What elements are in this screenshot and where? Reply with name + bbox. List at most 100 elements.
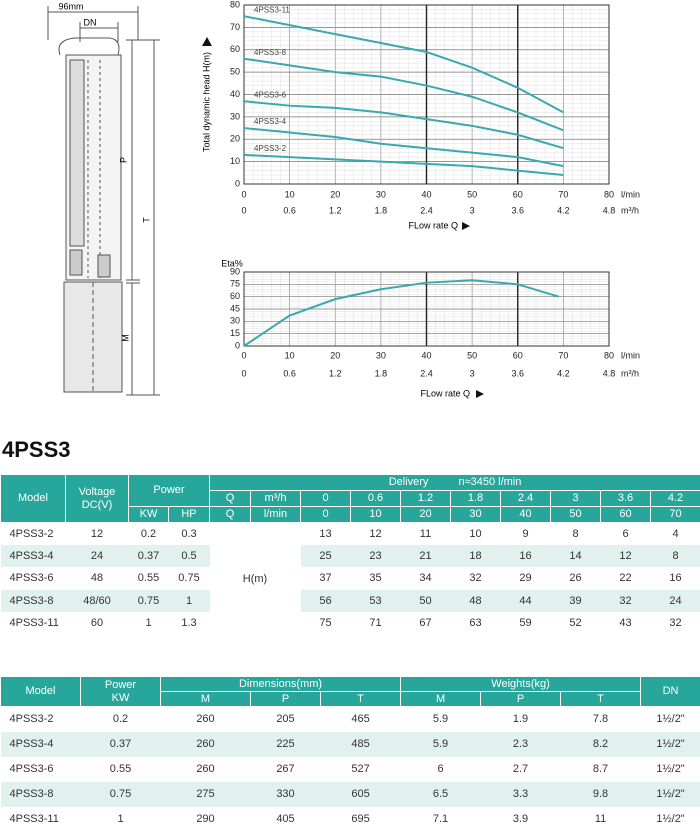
y-tick-label: 40	[230, 89, 240, 99]
x-tick-label: 50	[467, 350, 477, 360]
header-cell: T	[561, 692, 641, 707]
x2-tick-label: 0.6	[283, 205, 296, 215]
header-cell: l/min	[251, 507, 301, 523]
cell: 9.8	[561, 782, 641, 807]
dim-label: M	[120, 334, 130, 342]
cell: 8	[551, 523, 601, 545]
cell: 24	[66, 545, 129, 567]
cell: 48	[66, 567, 129, 589]
series-label: 4PSS3-2	[254, 144, 287, 153]
dim-label: T	[141, 217, 151, 223]
cell: 4PSS3-8	[1, 782, 81, 807]
header-cell: T	[321, 692, 401, 707]
cell: 12	[601, 545, 651, 567]
cell: 16	[501, 545, 551, 567]
header-cell: 3	[551, 491, 601, 507]
cell: 1.9	[481, 707, 561, 732]
cell: 1	[129, 612, 169, 634]
cell: 43	[601, 612, 651, 634]
header-cell: 10	[351, 507, 401, 523]
cell: 32	[601, 590, 651, 612]
x-tick-label: 0	[241, 189, 246, 199]
header-cell: Q	[210, 507, 251, 523]
cell: 4PSS3-2	[1, 707, 81, 732]
x-tick-label: 0	[241, 350, 246, 360]
header-cell: Dimensions(mm)	[161, 677, 401, 692]
cell: 12	[351, 523, 401, 545]
header-cell: 3.6	[601, 491, 651, 507]
y-tick-label: 45	[230, 303, 240, 313]
cell: 53	[351, 590, 401, 612]
cell: 0.75	[169, 567, 210, 589]
header-cell: m³/h	[251, 491, 301, 507]
cell: 225	[251, 732, 321, 757]
y-tick-label: 75	[230, 279, 240, 289]
x2-tick-label: 2.4	[420, 368, 433, 378]
x-tick-label: 30	[376, 350, 386, 360]
header-cell: P	[481, 692, 561, 707]
cell: 2.7	[481, 757, 561, 782]
header-cell: KW	[129, 507, 169, 523]
cell: 3.3	[481, 782, 561, 807]
header-cell: 30	[451, 507, 501, 523]
cell: 44	[501, 590, 551, 612]
header-cell: Voltage DC(V)	[66, 475, 129, 523]
x2-tick-label: 1.8	[375, 205, 388, 215]
header-cell: 0	[301, 507, 351, 523]
x2-tick-label: 2.4	[420, 205, 433, 215]
cell: 14	[551, 545, 601, 567]
cell: 4PSS3-6	[1, 757, 81, 782]
header-cell: 1.2	[401, 491, 451, 507]
cell: 8.7	[561, 757, 641, 782]
cell: 1½/2"	[641, 707, 700, 732]
y-tick-label: 60	[230, 291, 240, 301]
charts: 96mm DN P T M Total dynamic head H(m) FL…	[0, 0, 700, 420]
cell: 37	[301, 567, 351, 589]
x-tick-label: 10	[285, 189, 295, 199]
cell: 485	[321, 732, 401, 757]
cell: 9	[501, 523, 551, 545]
cell: 0.2	[81, 707, 161, 732]
x-axis-label: FLow rate Q	[420, 388, 470, 398]
x2-tick-label: 3.6	[511, 205, 524, 215]
cell: 75	[301, 612, 351, 634]
kw-label: KW	[81, 692, 160, 705]
x2-tick-label: 4.2	[557, 368, 570, 378]
cell: 605	[321, 782, 401, 807]
cell: 260	[161, 707, 251, 732]
series-label: 4PSS3-8	[254, 48, 287, 57]
y-tick-label: 50	[230, 67, 240, 77]
cell: 71	[351, 612, 401, 634]
cell: 22	[601, 567, 651, 589]
cell: 35	[351, 567, 401, 589]
cell: 5.9	[401, 732, 481, 757]
x2-unit: m³/h	[621, 368, 639, 378]
arrow	[202, 37, 212, 46]
cell: 50	[401, 590, 451, 612]
header-cell: DN	[641, 677, 700, 707]
header-cell: Model	[1, 475, 66, 523]
y-tick-label: 0	[235, 340, 240, 350]
cell: 67	[401, 612, 451, 634]
arrow	[462, 222, 470, 230]
cell: 52	[551, 612, 601, 634]
y-tick-label: 70	[230, 22, 240, 32]
dim-label: P	[118, 157, 128, 163]
x2-tick-label: 3.6	[511, 368, 524, 378]
x-tick-label: 70	[558, 350, 568, 360]
cell: 34	[401, 567, 451, 589]
cell: 11	[561, 807, 641, 832]
x-tick-label: 60	[513, 189, 523, 199]
cell: 26	[551, 567, 601, 589]
cell: 10	[451, 523, 501, 545]
cell: 56	[301, 590, 351, 612]
